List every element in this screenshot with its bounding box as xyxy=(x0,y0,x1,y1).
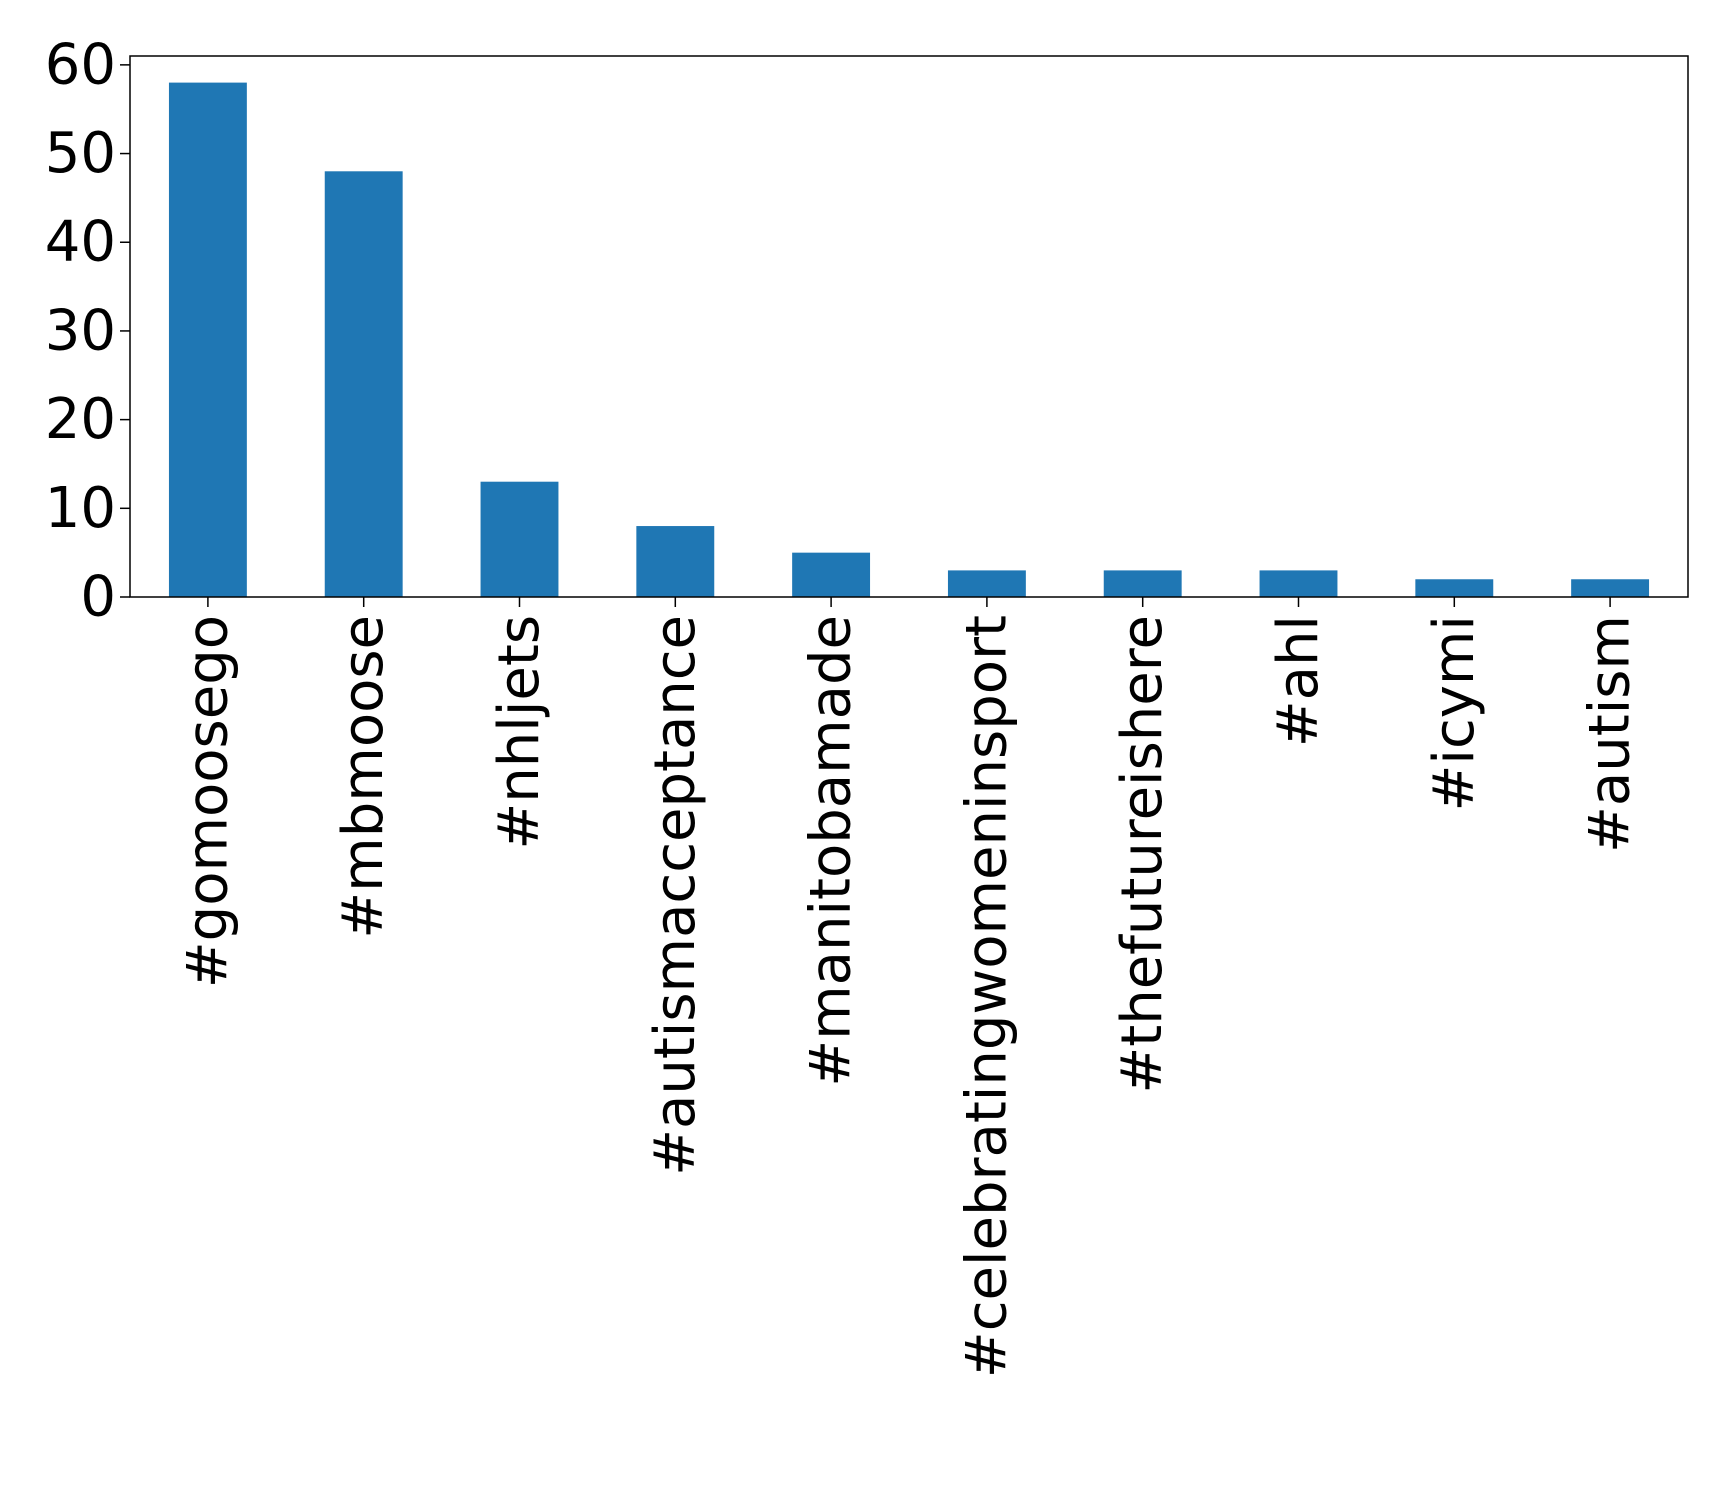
bar-ahl xyxy=(1259,570,1338,597)
bar-autismacceptance xyxy=(636,526,715,597)
bars-group xyxy=(168,82,1650,597)
plot-frame xyxy=(129,55,1689,598)
bar-icymi xyxy=(1415,579,1494,597)
bar-thefutureishere xyxy=(1103,570,1182,597)
y-tick-label-20: 20 xyxy=(45,387,116,452)
x-tick-label-manitobamade: #manitobamade xyxy=(799,615,864,1087)
y-tick-label-10: 10 xyxy=(45,476,116,541)
bar-mbmoose xyxy=(324,171,403,597)
bar-manitobamade xyxy=(792,552,871,597)
x-tick-label-nhljets: #nhljets xyxy=(487,615,552,850)
x-tick-label-autismacceptance: #autismacceptance xyxy=(643,615,708,1176)
x-tick-label-icymi: #icymi xyxy=(1422,615,1487,812)
x-tick-label-celebratingwomeninsport: #celebratingwomeninsport xyxy=(954,615,1019,1378)
bar-gomoosego xyxy=(168,82,247,597)
y-tick-label-40: 40 xyxy=(45,210,116,275)
x-tick-label-ahl: #ahl xyxy=(1266,615,1331,747)
y-tick-label-0: 0 xyxy=(80,565,116,630)
y-tick-label-30: 30 xyxy=(45,298,116,363)
x-tick-label-gomoosego: #gomoosego xyxy=(175,615,240,988)
bar-nhljets xyxy=(480,481,559,597)
y-tick-label-60: 60 xyxy=(45,32,116,97)
x-axis: #gomoosego #mbmoose #nhljets #autismaccepta… xyxy=(175,597,1643,1378)
x-tick-label-mbmoose: #mbmoose xyxy=(331,615,396,939)
x-tick-label-thefutureishere: #thefutureishere xyxy=(1110,615,1175,1094)
x-tick-label-autism: #autism xyxy=(1578,615,1643,853)
bar-autism xyxy=(1571,579,1650,597)
bar-celebratingwomeninsport xyxy=(947,570,1026,597)
y-tick-label-50: 50 xyxy=(45,121,116,186)
y-axis: 0 10 20 30 40 50 60 xyxy=(45,32,130,630)
